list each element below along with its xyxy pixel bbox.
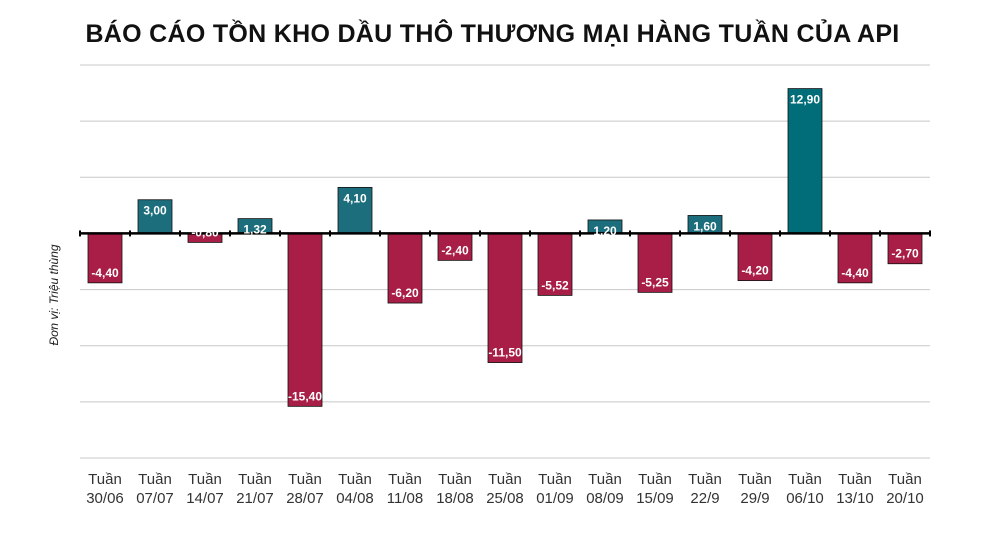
data-label: 1,20	[593, 224, 617, 238]
bar	[887, 233, 923, 265]
data-label: -5,25	[641, 275, 669, 289]
bars	[87, 88, 923, 407]
x-tick-label: Tuần	[188, 471, 222, 488]
x-tick-label: Tuần	[238, 471, 272, 488]
x-tick-labels: Tuần 30/06 Tuần 07/07 Tuần 14/07 Tuần 21/07 Tuần…	[86, 471, 924, 507]
x-tick-label: Tuần	[288, 471, 322, 488]
x-tick-label: Tuần	[788, 471, 822, 488]
data-label: -15,40	[288, 389, 322, 403]
data-label: -11,50	[488, 346, 522, 360]
x-tick-label: 15/09	[636, 490, 674, 507]
data-label: -4,40	[91, 266, 119, 280]
bar	[837, 233, 873, 284]
x-tick-label: Tuần	[538, 471, 572, 488]
bar	[487, 233, 523, 363]
bar	[537, 233, 573, 296]
bar	[737, 233, 773, 281]
bar	[437, 233, 473, 261]
bar	[387, 233, 423, 304]
data-labels: -4,40 3,00 -0,80 1,32 -15,40 4,10 -6,20 -2,40 -1…	[91, 93, 919, 404]
data-label: 1,60	[693, 219, 717, 233]
x-tick-label: 30/06	[86, 490, 124, 507]
data-label: -5,52	[541, 278, 569, 292]
bar	[287, 233, 323, 407]
data-label: -6,20	[391, 286, 419, 300]
x-tick-label: 01/09	[536, 490, 574, 507]
data-label: -2,70	[891, 247, 919, 261]
x-tick-label: 14/07	[186, 490, 224, 507]
bar	[137, 199, 173, 234]
bar	[787, 88, 823, 234]
x-tick-label: 18/08	[436, 490, 474, 507]
x-axis	[79, 230, 931, 237]
x-tick-label: Tuần	[738, 471, 772, 488]
data-label: -2,40	[441, 243, 469, 257]
data-label: -0,80	[191, 225, 219, 239]
x-tick-label: 21/07	[236, 490, 274, 507]
x-tick-label: 20/10	[886, 490, 924, 507]
x-tick-label: Tuần	[338, 471, 372, 488]
data-label: 4,10	[343, 191, 367, 205]
x-tick-label: Tuần	[438, 471, 472, 488]
x-tick-label: Tuần	[138, 471, 172, 488]
x-tick-label: 25/08	[486, 490, 524, 507]
x-tick-label: Tuần	[588, 471, 622, 488]
bar	[337, 186, 373, 234]
x-tick-label: 29/9	[740, 490, 769, 507]
x-tick-label: 06/10	[786, 490, 824, 507]
data-label: -4,20	[741, 264, 769, 278]
x-tick-label: 04/08	[336, 490, 374, 507]
y-axis-label: Đơn vị: Triệu thùng	[47, 244, 61, 345]
x-tick-label: Tuần	[688, 471, 722, 488]
x-tick-label: 13/10	[836, 490, 874, 507]
x-tick-label: 08/09	[586, 490, 624, 507]
chart-title: BÁO CÁO TỒN KHO DẦU THÔ THƯƠNG MẠI HÀNG …	[85, 20, 900, 48]
data-label: 12,90	[790, 93, 820, 107]
x-tick-label: Tuần	[388, 471, 422, 488]
x-tick-label: Tuần	[88, 471, 122, 488]
x-tick-label: 28/07	[286, 490, 324, 507]
data-label: 3,00	[143, 204, 167, 218]
x-tick-label: 07/07	[136, 490, 174, 507]
data-label: -4,40	[841, 266, 869, 280]
x-tick-label: 22/9	[690, 490, 719, 507]
x-tick-label: Tuần	[638, 471, 672, 488]
x-tick-label: Tuần	[838, 471, 872, 488]
x-tick-label: Tuần	[888, 471, 922, 488]
data-label: 1,32	[243, 223, 267, 237]
x-tick-label: 11/08	[387, 490, 423, 507]
x-tick-label: Tuần	[488, 471, 522, 488]
